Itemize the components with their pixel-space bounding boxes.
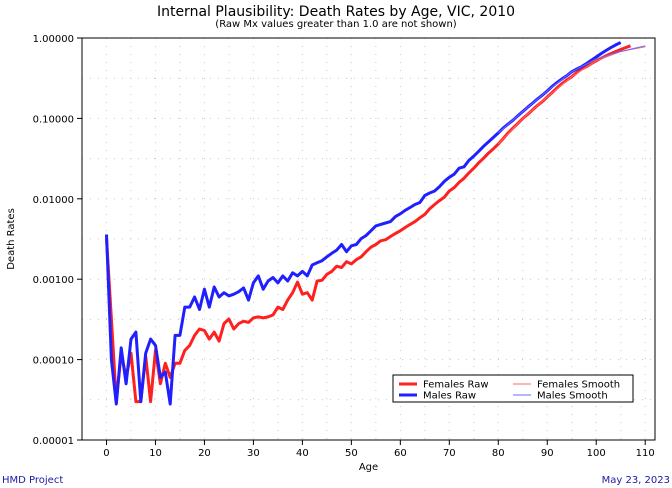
series-line-females-raw [105, 44, 632, 404]
y-tick-label: 0.10000 [33, 114, 74, 125]
legend-box [392, 374, 634, 403]
legend-label-females-smooth: Females Smooth [537, 380, 620, 391]
x-tick-label: 0 [103, 448, 109, 459]
x-tick-label: 40 [296, 448, 309, 459]
plot-series [105, 41, 646, 406]
legend-label-females-raw: Females Raw [423, 380, 489, 391]
legend-label-males-raw: Males Raw [423, 391, 476, 402]
x-tick-label: 100 [587, 448, 606, 459]
chart-subtitle: (Raw Mx values greater than 1.0 are not … [215, 19, 457, 30]
axis-ticks: 0 10 20 30 40 50 60 70 80 90 100 110 0.00001 0.00010 0… [33, 34, 655, 459]
grid-lines [82, 37, 655, 441]
x-tick-label: 80 [492, 448, 505, 459]
legend-label-males-smooth: Males Smooth [537, 391, 608, 402]
x-tick-label: 50 [345, 448, 358, 459]
chart-title: Internal Plausibility: Death Rates by Ag… [157, 4, 515, 20]
x-tick-label: 60 [394, 448, 407, 459]
y-axis-label: Death Rates [6, 208, 17, 270]
series-line-males-smooth [497, 45, 646, 134]
y-tick-label: 0.00100 [33, 275, 74, 286]
x-tick-label: 110 [636, 448, 655, 459]
y-tick-label: 0.01000 [33, 195, 74, 206]
x-axis-label: Age [359, 462, 378, 473]
y-tick-label: 1.00000 [33, 34, 74, 45]
x-tick-label: 30 [247, 448, 260, 459]
x-tick-label: 90 [541, 448, 554, 459]
plot-frame [81, 37, 656, 441]
footer-source: HMD Project [2, 475, 64, 486]
x-tick-label: 10 [149, 448, 162, 459]
y-tick-label: 0.00001 [33, 436, 74, 447]
x-tick-label: 70 [443, 448, 456, 459]
footer-date: May 23, 2023 [601, 475, 670, 486]
y-tick-label: 0.00010 [33, 356, 74, 367]
x-tick-label: 20 [198, 448, 211, 459]
series-line-females-smooth [497, 46, 646, 145]
